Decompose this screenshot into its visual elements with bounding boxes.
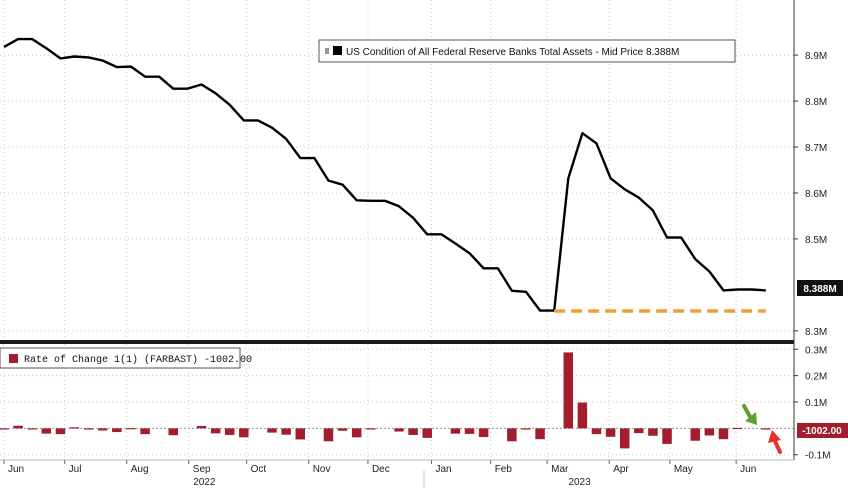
rate-of-change-bar (55, 428, 66, 435)
bottom-y-axis-labels: 0.3M 0.2M 0.1M -0.1M (794, 345, 831, 462)
top-legend: US Condition of All Federal Reserve Bank… (318, 39, 736, 63)
rate-of-change-bar (267, 428, 277, 433)
rate-of-change-bar (366, 428, 376, 430)
bottom-panel (0, 352, 794, 449)
rate-of-change-bar (422, 428, 432, 438)
rate-of-change-bar (690, 428, 700, 441)
top-y-tick-label: 8.7M (805, 143, 827, 154)
rate-of-change-bar (196, 425, 207, 429)
rate-of-change-bar (210, 428, 221, 434)
rate-of-change-bar (634, 428, 644, 434)
x-year-label: 2023 (568, 477, 591, 488)
bottom-last-value-badge: -1002.00 (797, 423, 848, 438)
x-month-label: Dec (372, 464, 390, 475)
panel-divider (0, 340, 794, 344)
rate-of-change-bar (41, 428, 52, 434)
top-y-tick-label: 8.6M (805, 189, 827, 200)
rate-of-change-bar (13, 425, 23, 429)
rate-of-change-bar (112, 428, 122, 433)
bottom-y-tick-label: 0.3M (805, 345, 827, 356)
bottom-legend-box (0, 347, 241, 369)
rate-of-change-bar (605, 428, 616, 437)
rate-of-change-bar (323, 428, 334, 442)
rate-of-change-bar (704, 428, 715, 436)
top-y-axis-labels: 8.9M 8.8M 8.7M 8.6M 8.5M 8.3M (794, 51, 827, 338)
bottom-last-value-label: -1002.00 (802, 426, 842, 437)
x-month-label: Sep (193, 464, 211, 475)
x-month-label: Jun (8, 464, 24, 475)
top-last-value-badge-bg (797, 280, 843, 296)
rate-of-change-bar (168, 428, 179, 436)
x-month-label: Nov (313, 464, 331, 475)
rate-of-change-bar (295, 428, 305, 440)
rate-of-change-bar (281, 428, 291, 435)
rate-of-change-bar (394, 428, 404, 432)
rate-of-change-bar (507, 428, 517, 442)
rate-of-change-bar (619, 428, 630, 449)
x-year-label: 2022 (193, 477, 216, 488)
rate-of-change-bar (408, 428, 418, 435)
top-legend-box (318, 39, 736, 63)
red-arrow-icon (768, 430, 782, 454)
bottom-y-tick-label: -0.1M (805, 451, 831, 462)
top-last-value-badge: 8.388M (797, 280, 843, 296)
x-axis-labels: Jun Jul Aug Sep Oct Nov Dec Jan Feb Mar Apr May Jun 2… (3, 460, 756, 488)
x-month-label: Jan (435, 464, 451, 475)
bottom-legend-text: Rate of Change 1(1) (FARBAST) -1002.00 (24, 354, 252, 366)
rate-of-change-bar (478, 428, 489, 438)
rate-of-change-bar (98, 428, 108, 431)
bottom-y-tick-label: 0.1M (805, 398, 827, 409)
rate-of-change-bar (140, 428, 150, 435)
rate-of-change-bar (591, 428, 602, 435)
top-legend-text: US Condition of All Federal Reserve Bank… (346, 47, 679, 58)
top-last-value-label: 8.388M (803, 284, 836, 295)
rate-of-change-bar (337, 428, 348, 431)
rate-of-change-bar (83, 428, 94, 430)
top-y-tick-label: 8.3M (805, 327, 827, 338)
rate-of-change-bar (69, 427, 80, 429)
top-y-tick-label: 8.5M (805, 235, 827, 246)
bottom-last-value-badge-bg (797, 423, 848, 438)
x-month-label: Jun (740, 464, 756, 475)
top-y-tick-label: 8.9M (805, 51, 827, 62)
rate-of-change-bar (126, 428, 136, 430)
rate-of-change-bar (224, 428, 235, 435)
total-assets-line (3, 37, 766, 312)
rate-of-change-bar (535, 428, 545, 440)
top-legend-handle-icon (325, 48, 329, 54)
x-month-label: Oct (251, 464, 267, 475)
rate-of-change-bar (577, 402, 588, 429)
top-panel (3, 37, 766, 313)
bottom-legend: Rate of Change 1(1) (FARBAST) -1002.00 (0, 347, 252, 369)
x-month-label: May (674, 464, 693, 475)
rate-of-change-bar (239, 428, 249, 438)
x-month-label: Aug (131, 464, 149, 475)
rate-of-change-bar (521, 428, 531, 430)
top-legend-swatch-icon (333, 46, 342, 55)
rate-of-change-bar (351, 428, 362, 438)
bottom-legend-swatch-icon (9, 354, 18, 363)
green-arrow-icon (742, 404, 757, 425)
rate-of-change-bar (464, 428, 475, 434)
x-month-label: Jul (69, 464, 82, 475)
rate-of-change-bar (732, 427, 743, 430)
rate-of-change-bar (563, 352, 574, 429)
rate-of-change-bar (761, 428, 771, 430)
rate-of-change-bar (27, 428, 37, 430)
top-y-tick-label: 8.8M (805, 97, 827, 108)
bottom-y-tick-label: 0.2M (805, 372, 827, 383)
rate-of-change-bar (662, 428, 672, 444)
rate-of-change-bar (0, 428, 9, 430)
x-month-label: Mar (551, 464, 569, 475)
x-month-label: Feb (495, 464, 513, 475)
rate-of-change-bar (648, 428, 658, 436)
rate-of-change-bar (450, 428, 461, 434)
rate-of-change-bar (718, 428, 729, 440)
x-month-label: Apr (613, 464, 629, 475)
